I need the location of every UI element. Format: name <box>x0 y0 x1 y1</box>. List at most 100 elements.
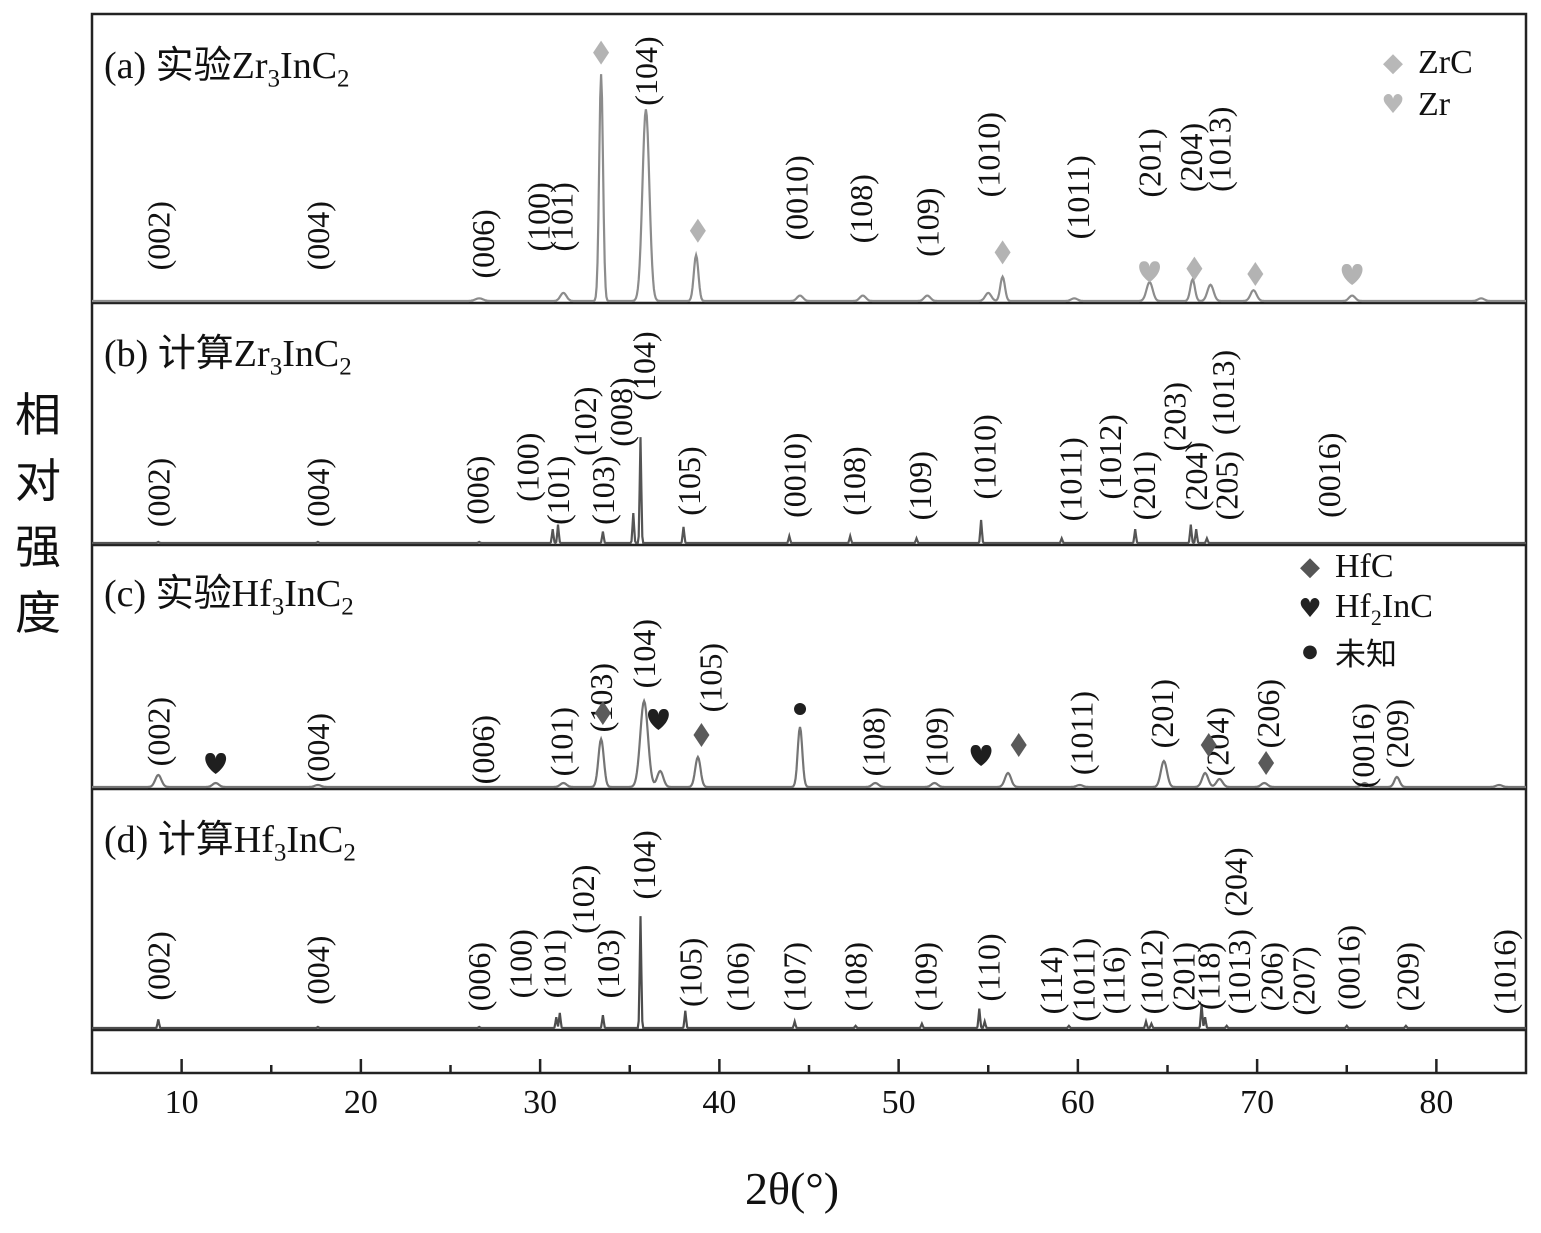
peak-label-d: (104) <box>626 830 662 899</box>
diamond-marker <box>1258 751 1275 775</box>
x-tick-label: 30 <box>523 1084 557 1121</box>
peak-label-d: (207) <box>1286 946 1322 1015</box>
peak-label-a: (1013) <box>1201 107 1237 192</box>
peak-label-b: (100) <box>510 433 546 502</box>
peak-label-a: (204) <box>1173 123 1209 192</box>
peak-label-d: (004) <box>300 936 336 1005</box>
diamond-icon: ◆ <box>1300 552 1320 582</box>
peak-label-c: (004) <box>300 713 336 782</box>
legend-item-zr: ♥ Zr <box>1376 84 1473 126</box>
peak-label-a: (108) <box>843 174 879 243</box>
peak-label-d: (006) <box>461 942 497 1011</box>
peak-label-a: (1011) <box>1060 155 1096 239</box>
x-tick-label: 70 <box>1240 1084 1274 1121</box>
panel-d-title: (d) 计算Hf3InC2 <box>104 819 356 867</box>
peak-label-d: (206) <box>1253 942 1289 1011</box>
peak-label-d: (105) <box>673 938 709 1007</box>
peak-label-d: (209) <box>1390 942 1426 1011</box>
legend-panel-c: ◆ HfC ♥ Hf2InC ● 未知 <box>1293 546 1433 673</box>
peak-label-d: (108) <box>838 942 874 1011</box>
peak-label-d: (1011) <box>1065 938 1101 1022</box>
peak-label-c: (206) <box>1250 679 1286 748</box>
peak-label-c: (104) <box>626 619 662 688</box>
diamond-marker <box>994 240 1011 265</box>
peak-label-b: (201) <box>1126 451 1162 520</box>
peak-label-c: (006) <box>465 715 501 784</box>
diamond-marker <box>594 701 611 725</box>
peak-label-b: (1011) <box>1053 437 1089 521</box>
x-tick-label: 50 <box>882 1084 916 1121</box>
x-tick-label: 80 <box>1419 1084 1453 1121</box>
dot-marker <box>794 703 807 715</box>
peak-label-c: (101) <box>544 707 580 776</box>
peak-label-b: (204) <box>1178 442 1214 511</box>
peak-label-c: (108) <box>856 707 892 776</box>
peak-label-c: (0016) <box>1345 703 1381 788</box>
peak-label-b: (1013) <box>1205 350 1241 435</box>
peak-label-b: (103) <box>585 456 621 525</box>
peak-label-d: (118) <box>1191 942 1227 1010</box>
heart-marker <box>205 752 227 774</box>
dot-icon: ● <box>1302 640 1318 662</box>
legend-label: HfC <box>1335 548 1394 585</box>
peak-label-d: (0016) <box>1331 925 1367 1010</box>
legend-item-unknown: ● 未知 <box>1293 630 1433 673</box>
diamond-marker <box>593 40 610 65</box>
legend-label: Zr <box>1418 86 1451 123</box>
peak-label-d: (116) <box>1096 946 1132 1014</box>
peak-label-d: (101) <box>536 929 572 998</box>
legend-item-hf2inc: ♥ Hf2InC <box>1293 588 1433 630</box>
peak-label-b: (102) <box>567 387 603 456</box>
heart-marker <box>1139 261 1160 283</box>
peak-label-b: (006) <box>459 456 495 525</box>
panel-a-title: (a) 实验Zr3InC2 <box>104 45 350 93</box>
diamond-marker <box>1247 262 1264 286</box>
peak-label-a: (004) <box>300 201 336 270</box>
heart-icon: ♥ <box>1381 90 1405 120</box>
heart-icon: ♥ <box>1298 594 1322 624</box>
peak-label-c: (209) <box>1379 699 1415 768</box>
legend-label: ZrC <box>1418 44 1473 81</box>
peak-label-b: (0010) <box>777 433 813 518</box>
peak-label-a: (201) <box>1132 128 1168 197</box>
peak-label-d: (100) <box>502 929 538 998</box>
series-line-c <box>92 697 1526 789</box>
legend-label: Hf2InC <box>1335 587 1433 630</box>
peak-label-a: (109) <box>909 188 945 257</box>
heart-marker <box>648 708 669 730</box>
heart-marker <box>1341 263 1363 285</box>
peak-label-a: (104) <box>628 36 664 105</box>
peak-label-b: (108) <box>836 446 872 515</box>
diamond-icon: ◆ <box>1383 48 1403 78</box>
diamond-marker <box>1200 733 1217 757</box>
peak-label-b: (104) <box>626 331 662 400</box>
peak-label-a: (100) <box>520 182 556 251</box>
peak-label-d: (002) <box>140 931 176 1000</box>
panel-b-title: (b) 计算Zr3InC2 <box>104 333 352 381</box>
legend-panel-a: ◆ ZrC ♥ Zr <box>1376 42 1473 126</box>
legend-item-hfc: ◆ HfC <box>1293 546 1433 588</box>
x-tick-label: 10 <box>165 1084 199 1121</box>
peak-label-c: (201) <box>1144 679 1180 748</box>
diamond-marker <box>1186 256 1203 281</box>
peak-label-b: (205) <box>1209 451 1245 520</box>
peak-label-d: (107) <box>777 942 813 1011</box>
y-axis-label: 相对强度 <box>15 388 61 640</box>
peak-label-a: (101) <box>544 182 580 251</box>
diamond-marker <box>693 723 710 747</box>
peak-label-c: (1011) <box>1063 691 1099 775</box>
peak-label-b: (002) <box>140 458 176 527</box>
peak-label-b: (109) <box>902 451 938 520</box>
peak-label-d: (106) <box>719 942 755 1011</box>
peak-label-d: (201) <box>1166 942 1202 1011</box>
peak-label-b: (203) <box>1157 382 1193 451</box>
x-tick-label: 60 <box>1061 1084 1095 1121</box>
peak-label-d: (103) <box>590 929 626 998</box>
peak-label-c: (002) <box>140 697 176 766</box>
peak-label-d: (204) <box>1218 847 1254 916</box>
peak-label-d: (1012) <box>1133 929 1169 1014</box>
peak-label-d: (114) <box>1033 946 1069 1014</box>
peak-label-b: (008) <box>603 377 639 446</box>
peak-label-d: (1013) <box>1221 929 1257 1014</box>
